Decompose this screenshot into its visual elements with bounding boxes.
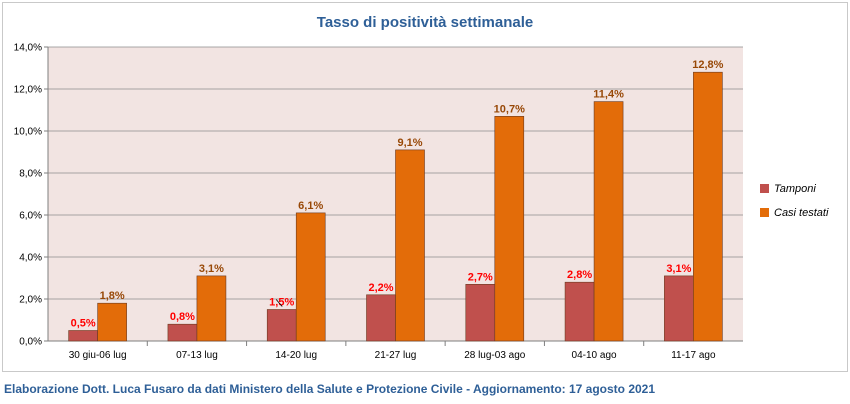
data-label: 2,8%	[567, 269, 592, 281]
data-label: 6,1%	[298, 200, 323, 212]
y-tick-label: 12,0%	[14, 85, 42, 96]
data-label: 11,4%	[593, 89, 624, 101]
legend-swatch	[760, 184, 769, 193]
bar-tamponi	[465, 283, 496, 342]
bar-casi-testati	[494, 116, 525, 342]
data-label: 12,8%	[692, 59, 723, 71]
data-label: 3,1%	[666, 263, 691, 275]
data-label: 1,8%	[100, 290, 125, 302]
x-tick-label: 30 giu-06 lug	[69, 350, 127, 361]
chart-title: Tasso di positività settimanale	[317, 14, 533, 31]
bar-casi-testati	[295, 212, 326, 342]
y-tick-label: 8,0%	[19, 169, 42, 180]
bar-casi-testati	[593, 101, 624, 342]
footer-credit: Elaborazione Dott. Luca Fusaro da dati M…	[4, 382, 656, 396]
data-label: 9,1%	[397, 137, 422, 149]
data-label: 2,7%	[468, 271, 493, 283]
bar-casi-testati	[395, 149, 425, 342]
bar-casi-testati	[97, 302, 127, 342]
data-label: 10,7%	[494, 103, 525, 115]
x-tick-label: 11-17 ago	[671, 350, 716, 361]
legend-label: Casi testati	[774, 207, 829, 219]
legend-label: Tamponi	[774, 183, 816, 195]
data-label: 0,5%	[71, 318, 96, 330]
data-label: 1,5%	[269, 297, 294, 309]
legend-swatch	[760, 208, 769, 217]
x-tick-label: 14-20 lug	[275, 350, 317, 361]
x-tick-label: 07-13 lug	[176, 350, 218, 361]
y-tick-label: 6,0%	[19, 211, 42, 222]
bar-tamponi	[564, 281, 595, 342]
bar-tamponi	[167, 323, 198, 342]
x-tick-label: 21-27 lug	[375, 350, 417, 361]
x-tick-label: 04-10 ago	[572, 350, 617, 361]
bar-casi-testati	[196, 275, 227, 342]
y-tick-label: 14,0%	[14, 43, 42, 54]
bar-tamponi	[68, 330, 98, 342]
data-label: 3,1%	[199, 263, 224, 275]
bar-tamponi	[664, 275, 694, 342]
bar-casi-testati	[693, 71, 723, 342]
label-leader-line	[275, 299, 283, 307]
bar-tamponi	[266, 309, 297, 342]
bar-tamponi	[366, 294, 396, 342]
y-tick-label: 4,0%	[19, 253, 42, 264]
data-label: 2,2%	[368, 282, 393, 294]
chart-frame: Tasso di positività settimanale 0,0% 2,0%…	[2, 2, 848, 372]
y-tick-label: 2,0%	[19, 295, 42, 306]
y-tick-label: 0,0%	[19, 337, 42, 348]
x-tick-label: 28 lug-03 ago	[464, 350, 526, 361]
y-tick-label: 10,0%	[14, 127, 42, 138]
data-label: 0,8%	[170, 311, 195, 323]
chart-svg: Tasso di positività settimanale 0,0% 2,0%…	[14, 14, 829, 361]
